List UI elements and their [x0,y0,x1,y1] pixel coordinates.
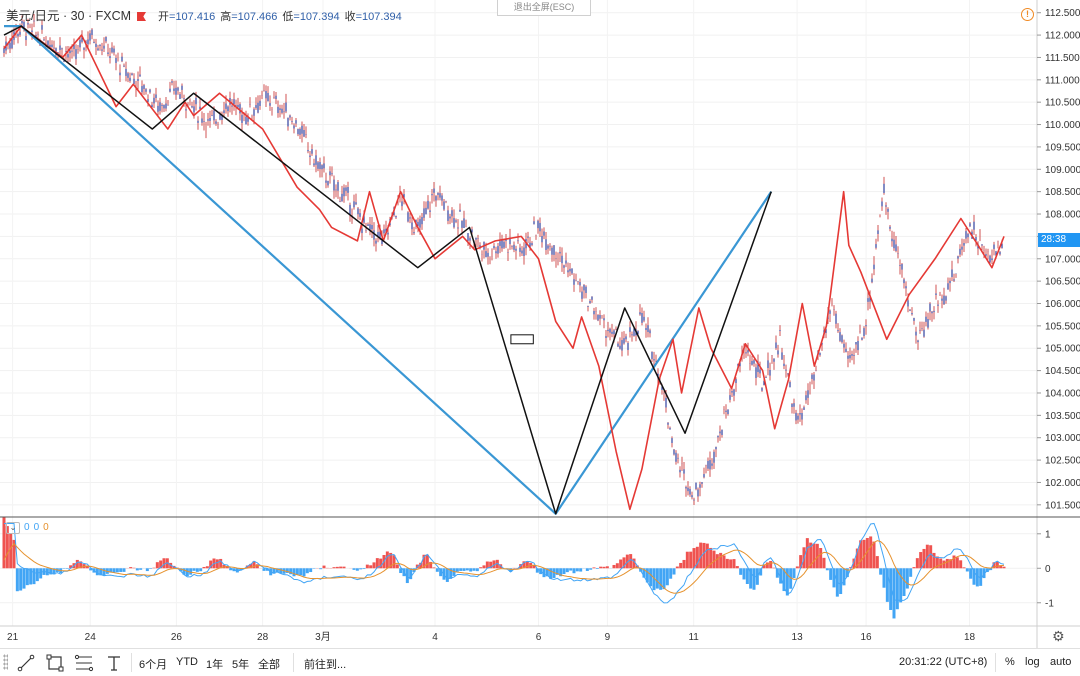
percent-toggle[interactable]: % [1005,656,1015,668]
exit-fullscreen-button[interactable]: 退出全屏(ESC) [497,0,591,16]
y-tick-label: 108.500 [1045,187,1080,198]
ohlc-values: 开=107.416 高=107.466 低=107.394 收=107.394 [158,11,407,23]
y-tick-label: 101.500 [1045,500,1080,511]
indicator-pane [2,516,1006,619]
log-toggle[interactable]: log [1025,656,1040,668]
zigzag-large-line [4,25,773,515]
high-value: =107.466 [231,11,278,23]
y-tick-label: 106.500 [1045,277,1080,288]
y-tick-label: 108.000 [1045,210,1080,221]
high-label: 高 [220,11,232,23]
x-tick-label: 26 [171,632,183,643]
x-tick-label: 11 [688,632,699,643]
zigzag-medium-line [3,25,772,515]
fibonacci-icon [74,654,94,672]
period-6m[interactable]: 6个月 [139,659,168,671]
y-tick-label: 112.500 [1045,8,1080,19]
y-tick-label: 109.000 [1045,165,1080,176]
price-axis: 112.500 112.000 111.500 111.000 110.500 110.0… [0,0,1080,648]
toolbar-divider [293,653,294,672]
y-tick-label: 105.000 [1045,344,1080,355]
zigzag-overlay [3,25,1005,515]
low-label: 低 [282,11,294,23]
current-price-tag: 28:38 [1038,233,1080,247]
x-tick-label: 16 [861,632,873,643]
symbol-label: 美元/日元 · 30 · FXCM [6,9,132,23]
x-tick-label: 3月 [315,631,331,643]
period-ytd[interactable]: YTD [176,656,198,668]
y-tick-label: 103.500 [1045,411,1080,422]
toolbar-divider [131,653,132,672]
x-tick-label: 18 [964,632,976,643]
y-tick-label: 110.500 [1045,98,1080,109]
toolbar-divider [995,653,996,672]
open-label: 开 [158,11,170,23]
y-tick-label: 102.500 [1045,456,1080,467]
time-axis: 21 24 26 28 3月 4 6 9 11 13 16 18 [7,631,975,643]
y-tick-label: 103.000 [1045,433,1080,444]
indicator-value-1: 0 [24,522,30,533]
indicator-legend: ⌄ 0 0 0 [6,522,49,534]
warning-icon[interactable]: ! [1021,8,1034,21]
chart-canvas[interactable]: 112.500 112.000 111.500 111.000 110.500 110.0… [0,0,1080,648]
x-tick-label: 13 [792,632,804,643]
y-tick-label: 111.000 [1045,75,1080,86]
trendline-icon [17,654,35,672]
period-5y[interactable]: 5年 [232,659,250,671]
gear-icon[interactable]: ⚙ [1052,628,1065,644]
y-tick-label: 107.000 [1045,254,1080,265]
low-value: =107.394 [293,11,340,23]
y-tick-label: 104.000 [1045,388,1080,399]
x-tick-label: 4 [432,632,438,643]
y-tick-label: 104.500 [1045,366,1080,377]
close-label: 收 [344,11,356,23]
chevron-down-icon[interactable]: ⌄ [6,522,20,534]
x-tick-label: 24 [85,632,97,643]
y-tick-label: 106.000 [1045,299,1080,310]
signal-line [3,540,1005,594]
indicator-y-tick-label: 1 [1045,529,1051,540]
grid-lines [0,0,1037,626]
period-1y[interactable]: 1年 [206,659,224,671]
text-icon [108,656,120,671]
indicator-y-tick-label: -1 [1045,598,1054,609]
rectangle-icon [46,654,64,672]
y-tick-label: 105.500 [1045,321,1080,332]
pattern-box [510,334,534,345]
indicator-value-3: 0 [43,522,49,533]
y-tick-label: 102.000 [1045,478,1080,489]
fib-tool-button[interactable] [72,652,96,674]
x-tick-label: 28 [257,632,269,643]
drag-handle-icon[interactable] [3,654,8,670]
rectangle-tool-button[interactable] [43,652,67,674]
bottom-toolbar: 6个月 YTD 1年 5年 全部 前往到... 20:31:22 (UTC+8)… [0,648,1080,676]
auto-toggle[interactable]: auto [1050,656,1072,668]
x-tick-label: 21 [7,632,19,643]
indicator-value-2: 0 [33,522,40,533]
x-tick-label: 9 [605,632,611,643]
candlestick-series [3,13,1003,505]
y-tick-label: 110.000 [1045,120,1080,131]
text-tool-button[interactable] [102,652,126,674]
y-tick-label: 112.000 [1045,31,1080,42]
flag-icon [137,12,147,21]
indicator-y-tick-label: 0 [1045,564,1051,575]
clock-readout[interactable]: 20:31:22 (UTC+8) [899,656,988,668]
open-value: =107.416 [169,11,216,23]
zigzag-small-line [3,25,1005,511]
goto-date-button[interactable]: 前往到... [304,659,347,671]
x-tick-label: 6 [536,632,542,643]
y-tick-label: 111.500 [1045,53,1080,64]
period-all[interactable]: 全部 [258,659,280,671]
y-tick-label: 109.500 [1045,142,1080,153]
trendline-tool-button[interactable] [14,652,38,674]
symbol-legend: 美元/日元 · 30 · FXCM 开=107.416 高=107.466 低=107… [6,5,407,24]
close-value: =107.394 [355,11,402,23]
